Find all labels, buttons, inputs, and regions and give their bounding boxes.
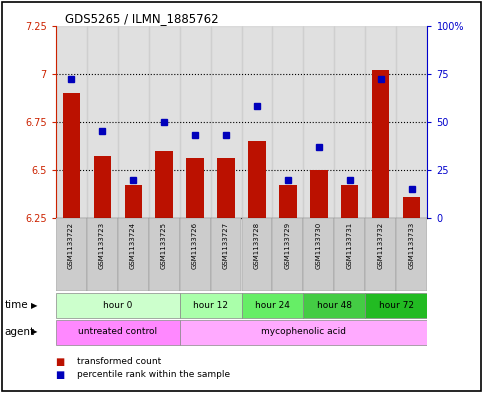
Bar <box>272 218 303 291</box>
Bar <box>211 26 242 218</box>
Text: ▶: ▶ <box>31 301 38 310</box>
Bar <box>280 185 297 218</box>
Bar <box>303 26 334 218</box>
Text: percentile rank within the sample: percentile rank within the sample <box>77 370 230 379</box>
Bar <box>366 218 397 291</box>
Bar <box>62 93 80 218</box>
Bar <box>56 26 86 218</box>
Text: hour 12: hour 12 <box>193 301 228 310</box>
Bar <box>403 197 421 218</box>
Text: ▶: ▶ <box>31 327 38 336</box>
Text: GSM1133731: GSM1133731 <box>347 222 353 269</box>
Text: ■: ■ <box>56 356 65 367</box>
Text: hour 72: hour 72 <box>379 301 414 310</box>
Bar <box>397 26 427 218</box>
Text: mycophenolic acid: mycophenolic acid <box>261 327 346 336</box>
Text: hour 0: hour 0 <box>103 301 132 310</box>
Bar <box>334 26 366 218</box>
Bar <box>303 293 366 318</box>
Bar <box>56 293 180 318</box>
Bar <box>311 170 327 218</box>
Text: GDS5265 / ILMN_1885762: GDS5265 / ILMN_1885762 <box>65 12 219 25</box>
Bar <box>397 218 427 291</box>
Text: untreated control: untreated control <box>78 327 157 336</box>
Text: time: time <box>5 300 28 310</box>
Bar <box>125 185 142 218</box>
Bar <box>211 218 242 291</box>
Text: GSM1133728: GSM1133728 <box>254 222 260 269</box>
Bar <box>180 26 211 218</box>
Bar <box>242 26 272 218</box>
Bar <box>149 218 180 291</box>
Bar <box>303 218 334 291</box>
Bar <box>272 26 303 218</box>
Bar <box>86 26 117 218</box>
Bar <box>372 70 389 218</box>
Bar <box>117 218 149 291</box>
Bar <box>156 151 172 218</box>
Bar <box>366 293 427 318</box>
Text: transformed count: transformed count <box>77 357 161 366</box>
Bar <box>217 158 235 218</box>
Bar <box>117 26 149 218</box>
Bar <box>180 218 211 291</box>
Text: GSM1133725: GSM1133725 <box>161 222 167 269</box>
Bar <box>94 156 111 218</box>
Bar <box>242 218 272 291</box>
Text: GSM1133730: GSM1133730 <box>316 222 322 269</box>
Bar <box>335 218 366 291</box>
Text: GSM1133727: GSM1133727 <box>223 222 229 269</box>
Text: agent: agent <box>5 327 35 337</box>
Bar <box>56 320 180 345</box>
Text: ■: ■ <box>56 369 65 380</box>
Text: GSM1133723: GSM1133723 <box>99 222 105 269</box>
Text: GSM1133724: GSM1133724 <box>130 222 136 269</box>
Bar <box>186 158 203 218</box>
Bar <box>180 320 427 345</box>
Bar <box>366 26 397 218</box>
Bar <box>341 185 358 218</box>
Text: GSM1133732: GSM1133732 <box>378 222 384 269</box>
Text: GSM1133733: GSM1133733 <box>409 222 415 269</box>
Text: GSM1133729: GSM1133729 <box>285 222 291 269</box>
Bar <box>149 26 180 218</box>
Bar <box>56 218 86 291</box>
Bar <box>248 141 266 218</box>
Bar <box>242 293 303 318</box>
Text: hour 48: hour 48 <box>317 301 352 310</box>
Text: hour 24: hour 24 <box>255 301 290 310</box>
Text: GSM1133726: GSM1133726 <box>192 222 198 269</box>
Bar <box>180 293 242 318</box>
Text: GSM1133722: GSM1133722 <box>68 222 74 269</box>
Bar <box>86 218 117 291</box>
